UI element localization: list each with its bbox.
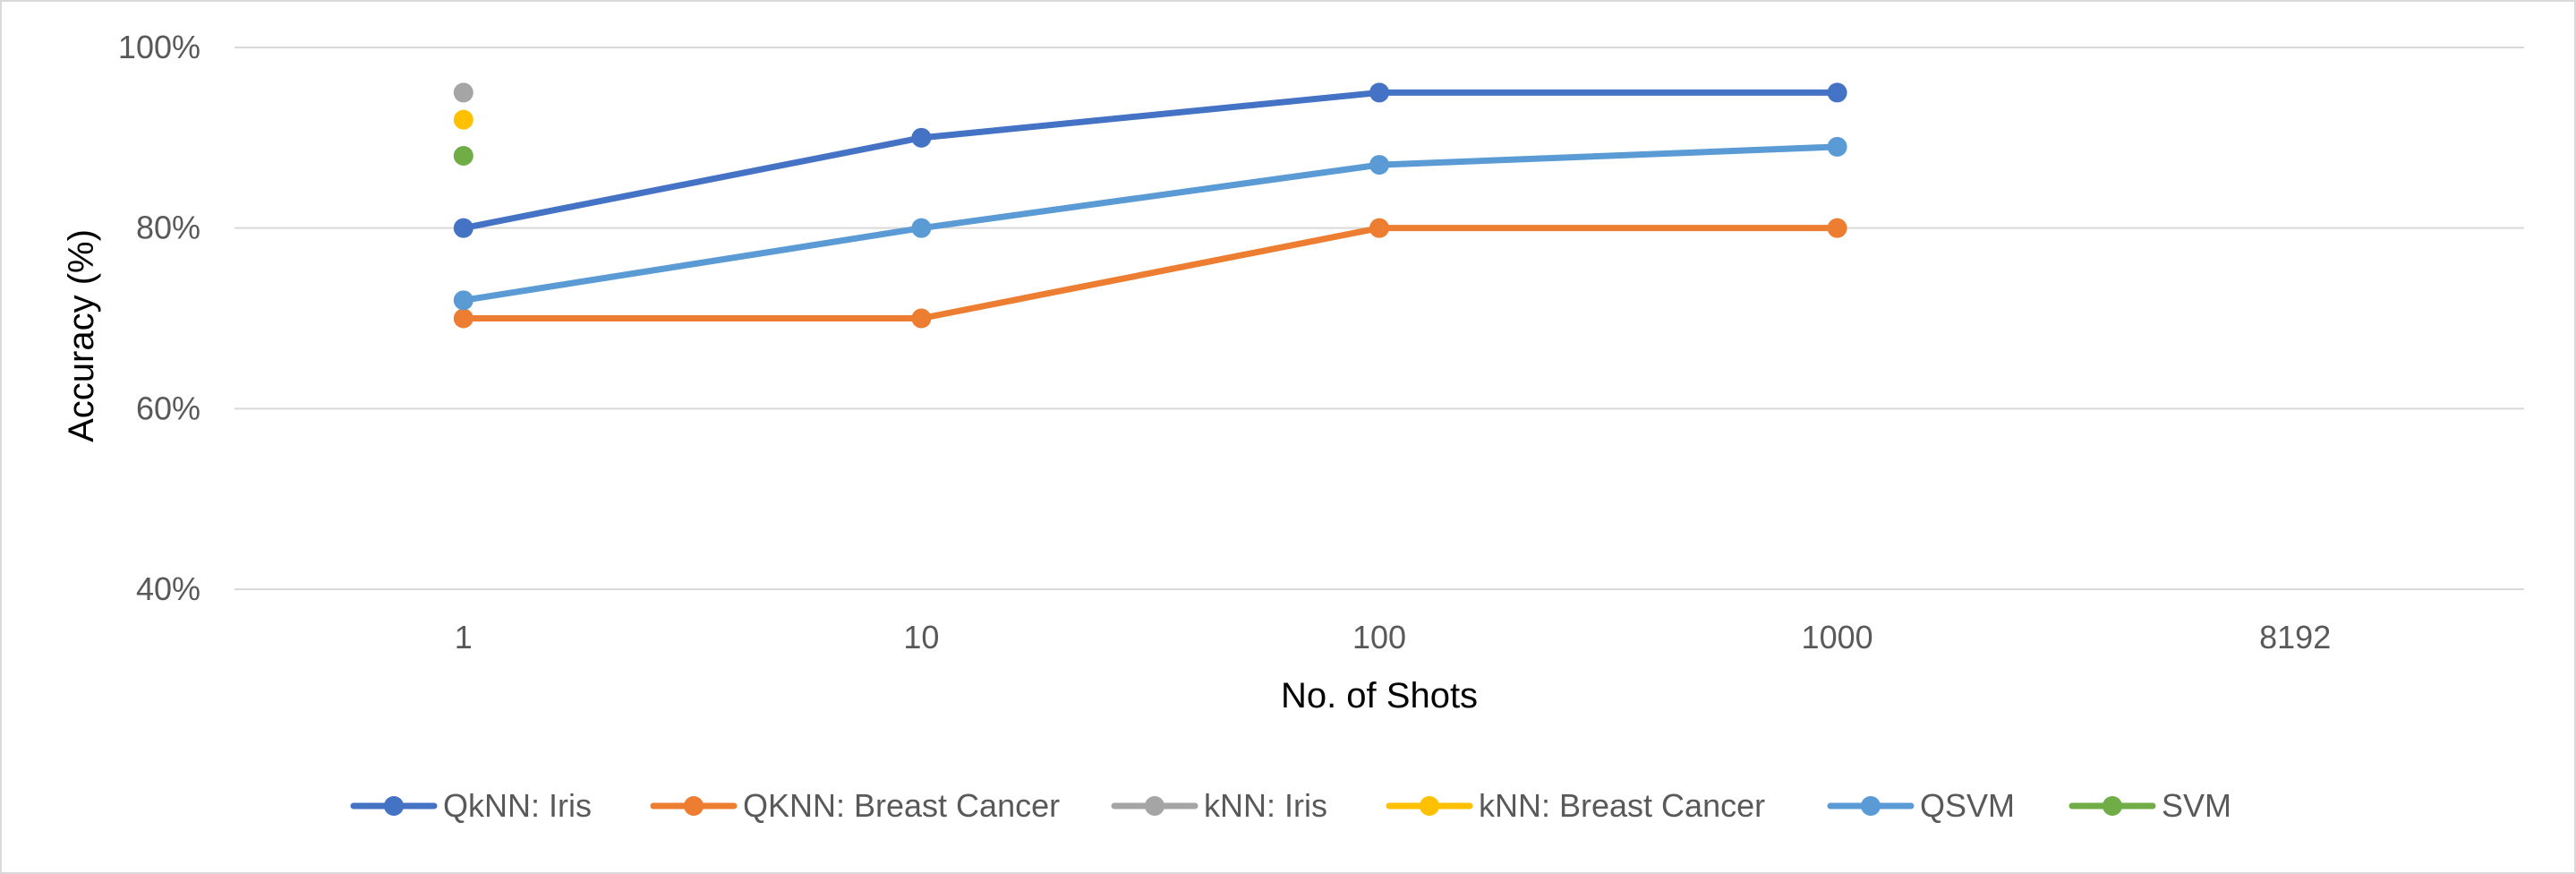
legend-item: kNN: Breast Cancer — [1386, 787, 1765, 824]
legend-swatch-marker — [1861, 796, 1881, 816]
y-tick-labels: 40% 60% 80% 100% — [118, 29, 200, 607]
series-line-1 — [460, 225, 1841, 321]
x-axis-title: No. of Shots — [1281, 676, 1478, 715]
data-point — [453, 146, 473, 166]
legend-swatch-marker — [684, 796, 704, 816]
legend-label: kNN: Breast Cancer — [1479, 787, 1765, 824]
legend-swatch-marker — [1145, 796, 1164, 816]
legend-item: SVM — [2068, 787, 2231, 824]
data-point — [1827, 82, 1847, 103]
data-point — [911, 308, 932, 329]
data-point — [1369, 218, 1389, 238]
legend-item: kNN: Iris — [1111, 787, 1327, 824]
series-line-4 — [460, 143, 1841, 304]
legend: QkNN: Iris QKNN: Breast Cancer kNN: Iris kN… — [350, 787, 2231, 824]
legend-swatch-marker — [384, 796, 404, 816]
x-tick-label: 1000 — [1802, 619, 1873, 656]
series-markers — [453, 82, 1847, 329]
data-point — [453, 218, 473, 238]
legend-label: QSVM — [1920, 787, 2015, 824]
legend-item: QkNN: Iris — [350, 787, 592, 824]
y-tick-label: 40% — [136, 570, 200, 607]
data-point — [1827, 136, 1847, 157]
y-tick-label: 80% — [136, 210, 200, 246]
data-point — [453, 308, 473, 329]
y-tick-label: 60% — [136, 390, 200, 426]
data-point — [453, 109, 473, 130]
x-tick-label: 10 — [903, 619, 939, 656]
series-line-0 — [460, 89, 1841, 232]
data-point — [1827, 218, 1847, 238]
data-point — [453, 290, 473, 311]
legend-label: QkNN: Iris — [443, 787, 592, 824]
legend-label: SVM — [2162, 787, 2231, 824]
x-tick-label: 100 — [1352, 619, 1406, 656]
legend-item: QKNN: Breast Cancer — [650, 787, 1060, 824]
data-point — [453, 82, 473, 103]
legend-item: QSVM — [1827, 787, 2015, 824]
x-tick-labels: 1 10 100 1000 8192 — [455, 619, 2331, 656]
legend-swatch-marker — [1420, 796, 1439, 816]
legend-label: kNN: Iris — [1204, 787, 1327, 824]
x-tick-label: 8192 — [2259, 619, 2331, 656]
data-point — [1369, 155, 1389, 176]
y-axis-title: Accuracy (%) — [62, 229, 101, 442]
data-point — [911, 218, 932, 238]
y-tick-label: 100% — [118, 29, 200, 65]
legend-label: QKNN: Breast Cancer — [743, 787, 1060, 824]
data-point — [911, 127, 932, 148]
x-tick-label: 1 — [455, 619, 473, 656]
legend-swatch-marker — [2103, 796, 2122, 816]
data-point — [1369, 82, 1389, 103]
series-lines — [460, 89, 1841, 321]
